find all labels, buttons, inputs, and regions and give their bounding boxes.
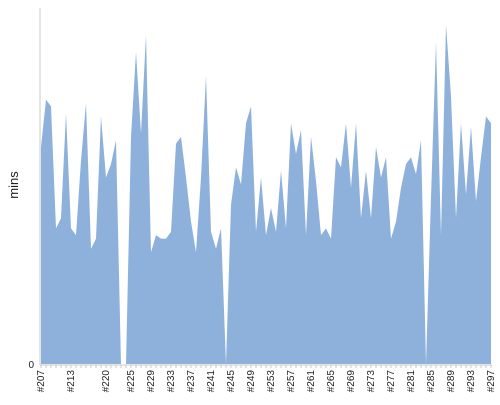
- y-axis-title: mins: [6, 171, 21, 199]
- x-tick-label: #269: [346, 370, 357, 393]
- x-tick-label: #273: [366, 370, 377, 393]
- series-layer: [41, 25, 491, 364]
- x-tick-label: #249: [246, 370, 257, 393]
- x-axis-ticks: #207 #213 #220 #225 #229 #233 #237 #241 #245 #249…: [36, 365, 497, 393]
- x-tick-label: #225: [126, 370, 137, 393]
- x-tick-label: #233: [166, 370, 177, 393]
- x-tick-label: #277: [386, 370, 397, 393]
- x-tick-label: #293: [466, 370, 477, 393]
- x-tick-label: #213: [66, 370, 77, 393]
- x-tick-label: #229: [146, 370, 157, 393]
- x-tick-label: #281: [406, 370, 417, 393]
- x-tick-label: #265: [326, 370, 337, 393]
- x-tick-label: #253: [266, 370, 277, 393]
- x-tick-label: #289: [446, 370, 457, 393]
- x-tick-label: #241: [206, 370, 217, 393]
- x-tick-label: #285: [426, 370, 437, 393]
- y-tick-label: 0: [28, 360, 34, 371]
- x-tick-label: #245: [226, 370, 237, 393]
- area-series: [41, 25, 491, 364]
- x-tick-label: #261: [306, 370, 317, 393]
- y-axis-ticks: 0: [28, 360, 34, 371]
- x-tick-label: #257: [286, 370, 297, 393]
- x-tick-label: #297: [486, 370, 497, 393]
- x-tick-label: #237: [186, 370, 197, 393]
- x-tick-label: #220: [101, 370, 112, 393]
- x-tick-label: #207: [36, 370, 47, 393]
